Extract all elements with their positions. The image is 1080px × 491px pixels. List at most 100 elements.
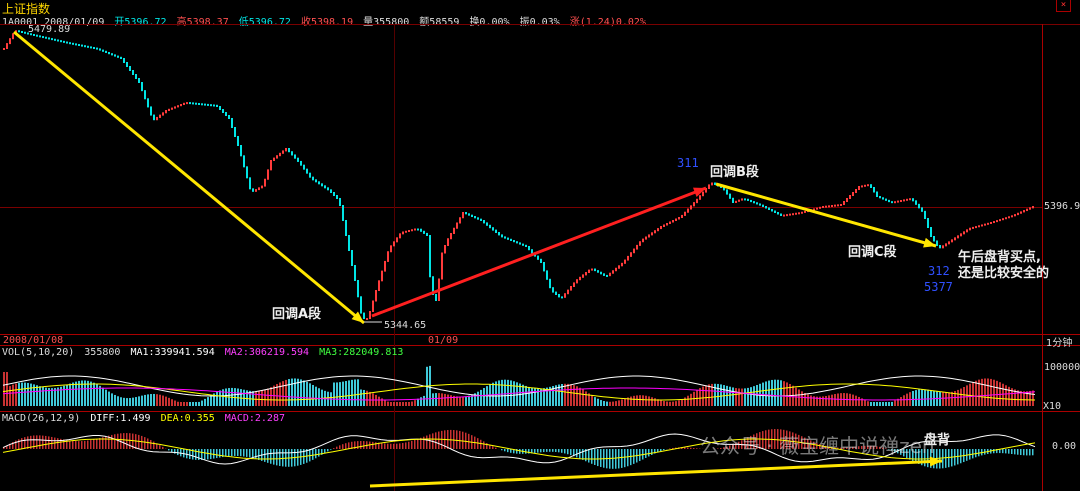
price-candle (906, 198, 908, 201)
price-candle (105, 50, 107, 53)
price-candle (117, 55, 119, 58)
macd-bar (276, 449, 278, 466)
price-candle (1014, 214, 1016, 217)
volume-bar (642, 395, 644, 406)
macd-bar (375, 442, 377, 449)
volume-bar (105, 389, 107, 406)
macd-bar (171, 449, 173, 453)
price-candle (291, 151, 293, 156)
price-candle (327, 187, 329, 191)
macd-bar (582, 449, 584, 460)
volume-bar (660, 400, 662, 406)
price-candle (978, 225, 980, 228)
volume-bar (102, 387, 104, 406)
macd-bar (156, 443, 158, 449)
price-candle (132, 70, 134, 75)
price-candle (1008, 216, 1010, 219)
volume-bar (582, 389, 584, 406)
volume-bar (69, 383, 71, 406)
macd-bar (996, 449, 998, 454)
macd-bar (405, 442, 407, 449)
price-candle (462, 212, 464, 219)
price-candle (333, 192, 335, 196)
price-candle (507, 237, 509, 240)
volume-bar (156, 394, 158, 406)
price-candle (621, 262, 623, 267)
price-candle (51, 38, 53, 41)
macd-bar (906, 449, 908, 459)
price-candle (573, 282, 575, 287)
volume-bar (507, 379, 509, 406)
price-candle (771, 209, 773, 212)
volume-bar (447, 394, 449, 406)
volume-bar (705, 385, 707, 406)
close-icon[interactable]: × (1056, 0, 1071, 12)
arrow-segment-a-head (351, 311, 364, 323)
volume-bar (654, 398, 656, 406)
macd-bar (672, 447, 674, 449)
macd-bar (489, 444, 491, 449)
macd-bar (207, 449, 209, 460)
volume-bar (651, 397, 653, 406)
volume-bar (687, 395, 689, 406)
volume-bar (21, 382, 23, 406)
quote-amplitude: 振0.03% (519, 17, 560, 28)
price-candle (384, 260, 386, 272)
volume-bar (735, 388, 737, 406)
price-candle (918, 203, 920, 209)
annotation-segment-a: 回调A段 (272, 307, 322, 322)
price-candle (276, 155, 278, 159)
volume-bar (807, 394, 809, 406)
volume-bar (537, 388, 539, 406)
point-312-label: 312 (928, 264, 950, 278)
price-candle (1026, 208, 1028, 212)
volume-bar (93, 382, 95, 406)
price-candle (213, 104, 215, 107)
price-candle (921, 207, 923, 212)
volume-bar (744, 388, 746, 406)
macd-bar (456, 430, 458, 449)
volume-bar (117, 396, 119, 406)
price-candle (288, 148, 290, 153)
volume-bar (45, 387, 47, 406)
macd-bar (195, 449, 197, 460)
macd-bar (786, 430, 788, 449)
macd-bar (993, 449, 995, 454)
price-candle (318, 181, 320, 185)
macd-bar (894, 449, 896, 452)
volume-bar (1023, 391, 1025, 406)
volume-bar (636, 395, 638, 406)
price-candle (147, 98, 149, 108)
volume-bar (804, 392, 806, 406)
volume-header: VOL(5,10,20) 355800 MA1:339941.594 MA2:3… (2, 347, 407, 358)
quote-volume: 量355800 (363, 17, 410, 28)
price-candle (390, 245, 392, 253)
price-candle (777, 212, 779, 215)
price-candle (282, 150, 284, 154)
price-candle (27, 32, 29, 35)
volume-bar (669, 401, 671, 406)
macd-bar (726, 446, 728, 449)
volume-bar (741, 388, 743, 406)
macd-bar (9, 443, 11, 449)
macd-bar (735, 443, 737, 449)
price-candle (645, 236, 647, 240)
macd-bar (420, 437, 422, 449)
price-candle (819, 206, 821, 209)
annotation-segment-c: 回调C段 (848, 245, 897, 260)
macd-bar (720, 447, 722, 449)
volume-bar (351, 379, 353, 406)
volume-bar (837, 393, 839, 406)
price-candle (738, 199, 740, 202)
price-candle (657, 228, 659, 232)
price-candle (204, 103, 206, 106)
price-candle (399, 233, 401, 239)
price-candle (366, 318, 368, 320)
volume-bar (648, 396, 650, 406)
volume-bar (939, 392, 941, 406)
price-candle (981, 224, 983, 227)
period-selector[interactable]: 1分钟 (1046, 338, 1073, 349)
macd-bar (510, 449, 512, 453)
price-candle (387, 251, 389, 262)
macd-bar (48, 436, 50, 449)
